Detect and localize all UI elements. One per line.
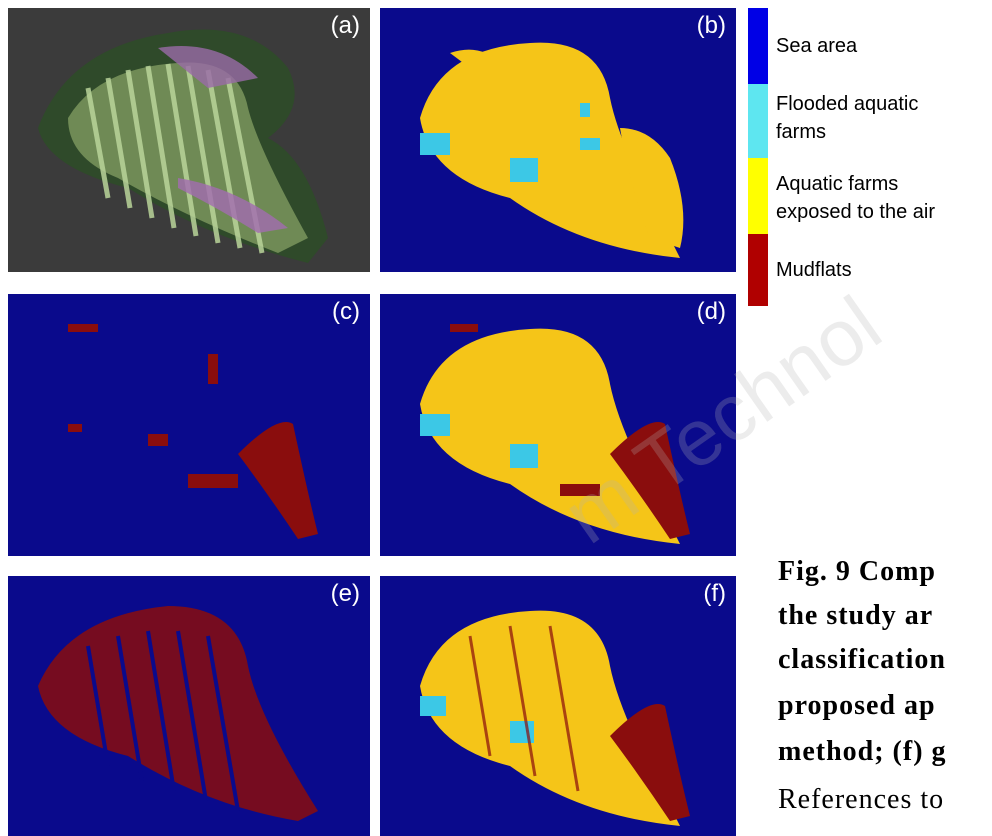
- legend-swatch-flooded-farms: [748, 84, 768, 158]
- panel-label: (f): [703, 580, 726, 607]
- figure-caption-line1: Fig. 9 Comp: [778, 556, 936, 587]
- panel-label: (b): [696, 12, 726, 39]
- panel-e-graphic: [38, 606, 318, 821]
- panel-f-classification-map: (f): [380, 576, 736, 836]
- panel-a-graphic: [38, 29, 328, 263]
- panel-label: (c): [332, 298, 360, 325]
- panel-a-false-color-image: (a): [8, 8, 370, 272]
- figure-caption-line3: classification: [778, 644, 946, 675]
- panel-label: (d): [696, 298, 726, 325]
- panel-label: (e): [330, 580, 360, 607]
- figure-caption-line2: the study ar: [778, 600, 934, 631]
- legend-swatch-sea-area: [748, 8, 768, 84]
- panel-d-graphic: [420, 324, 690, 544]
- legend-label-flooded-farms-line2: farms: [776, 121, 826, 143]
- panel-d-classification-map: (d): [380, 294, 736, 556]
- legend-swatch-mudflats: [748, 234, 768, 306]
- legend-label-exposed-farms-line1: Aquatic farms: [776, 173, 899, 195]
- legend-label-exposed-farms-line2: exposed to the air: [776, 201, 935, 223]
- panel-label: (a): [330, 12, 360, 39]
- legend-label-sea-area: Sea area: [776, 35, 858, 57]
- figure-caption-line6: References to: [778, 784, 945, 815]
- figure-caption-line4: proposed ap: [778, 690, 936, 721]
- legend-swatch-exposed-farms: [748, 158, 768, 234]
- panel-b-graphic: [420, 42, 684, 258]
- legend-label-flooded-farms-line1: Flooded aquatic: [776, 93, 919, 115]
- panel-e-mudflat-map: (e): [8, 576, 370, 836]
- panel-c-mudflat-map: (c): [8, 294, 370, 556]
- panel-c-graphic: [68, 324, 318, 539]
- panel-f-graphic: [420, 610, 690, 826]
- legend-label-mudflats: Mudflats: [776, 259, 852, 281]
- figure-caption-line5: method; (f) g: [778, 736, 947, 767]
- panel-b-classification-map: (b): [380, 8, 736, 272]
